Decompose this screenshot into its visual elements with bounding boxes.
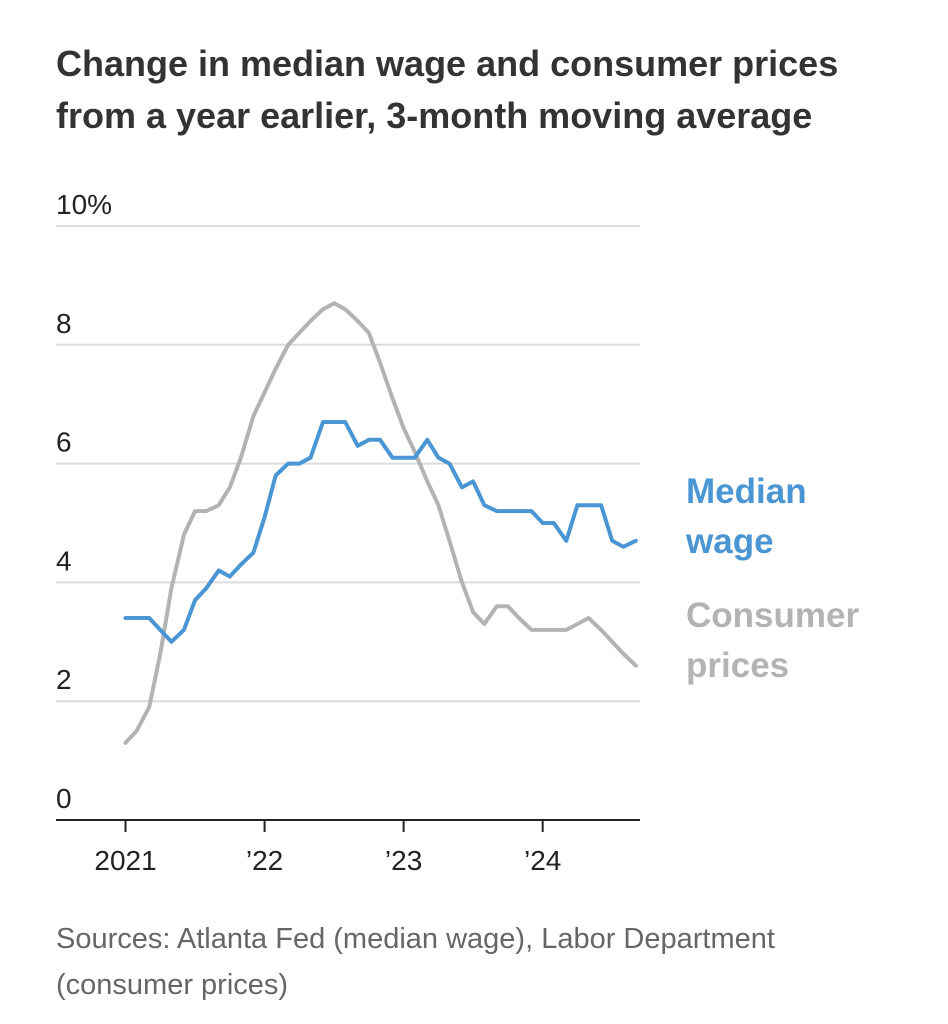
x-axis-ticks: 2021 ’22 ’23 ’24 <box>94 820 561 876</box>
chart-title: Change in median wage and consumer price… <box>56 43 839 136</box>
y-tick-label: 8 <box>56 308 72 339</box>
y-tick-label: 4 <box>56 545 72 576</box>
x-tick-label: ’22 <box>246 845 283 876</box>
y-tick-label: 0 <box>56 783 72 814</box>
line-chart: 0 2 4 6 8 10% 2021 ’22 ’23 ’24 Median wage Consume… <box>56 189 859 876</box>
y-tick-label: 6 <box>56 427 72 458</box>
x-tick-label: 2021 <box>94 845 156 876</box>
series-labels: Median wage Consumer prices <box>685 472 859 685</box>
series-lines <box>123 301 638 745</box>
series-label-median-wage: Median wage <box>685 472 807 561</box>
source-note: Sources: Atlanta Fed (median wage), Labo… <box>56 923 775 1001</box>
x-tick-label: ’24 <box>524 845 561 876</box>
y-axis-tick-labels: 0 2 4 6 8 10% <box>56 189 112 814</box>
series-line-median-wage <box>123 420 638 644</box>
series-label-consumer-prices: Consumer prices <box>686 596 859 685</box>
gridlines <box>56 225 640 703</box>
x-tick-label: ’23 <box>385 845 422 876</box>
y-tick-label: 10% <box>56 189 112 220</box>
series-line-consumer-prices <box>123 301 638 745</box>
y-tick-label: 2 <box>56 664 72 695</box>
